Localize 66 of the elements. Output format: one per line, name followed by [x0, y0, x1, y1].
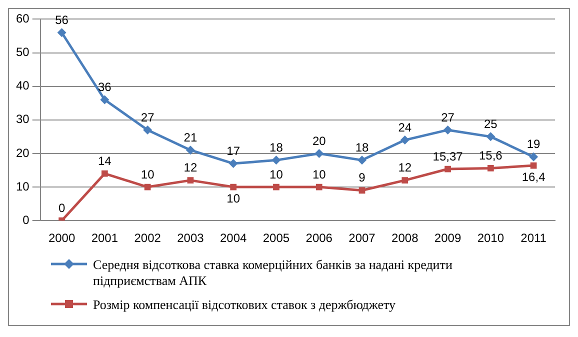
data-label: 10 — [312, 167, 326, 182]
y-tick-label: 50 — [16, 45, 30, 60]
x-tick-label: 2006 — [306, 231, 333, 246]
point — [143, 125, 152, 134]
x-tick-label: 2010 — [477, 231, 504, 246]
point — [272, 156, 281, 165]
point — [402, 177, 408, 184]
point — [187, 177, 194, 184]
point — [314, 148, 324, 158]
data-label: 10 — [140, 167, 155, 182]
point — [358, 156, 367, 165]
data-label: 10 — [270, 167, 284, 182]
data-label: 27 — [441, 110, 455, 124]
y-tick-label: 30 — [16, 112, 30, 126]
y-tick-label: 20 — [16, 146, 30, 160]
legend-label: Середня відсоткова ставка комерційних банків за надані кредити підприємствам АПК — [93, 257, 454, 289]
data-label: 17 — [226, 144, 240, 158]
point — [57, 28, 66, 38]
data-label: 36 — [98, 80, 112, 94]
point — [444, 166, 451, 172]
data-label: 25 — [484, 116, 498, 131]
data-label: 12 — [398, 160, 412, 175]
point — [228, 159, 238, 168]
x-tick-label: 2001 — [91, 231, 118, 246]
x-tick-label: 2005 — [262, 231, 290, 246]
point — [316, 184, 322, 190]
x-tick-label: 2004 — [220, 231, 248, 246]
data-label: 15,6 — [478, 148, 503, 163]
x-tick-label: 2008 — [392, 231, 419, 246]
point — [186, 146, 195, 155]
data-label: 27 — [140, 110, 155, 124]
data-label: 9 — [358, 170, 366, 185]
y-tick-label: 40 — [16, 78, 30, 93]
data-label: 56 — [55, 12, 69, 27]
point — [358, 187, 366, 194]
data-label: 16,4 — [522, 170, 546, 184]
data-label: 18 — [355, 140, 369, 154]
data-label: 21 — [184, 130, 198, 144]
point — [443, 125, 452, 134]
data-label: 19 — [526, 137, 541, 152]
y-tick-label: 60 — [16, 12, 30, 26]
point — [230, 184, 237, 190]
point — [400, 136, 410, 145]
point — [101, 170, 108, 177]
point — [100, 95, 110, 104]
y-tick-label: 10 — [16, 179, 30, 194]
data-label: 20 — [312, 134, 326, 148]
y-tick-label: 0 — [22, 212, 30, 227]
point — [487, 165, 494, 172]
x-tick-label: 2009 — [434, 231, 462, 246]
data-label: 24 — [398, 120, 412, 134]
data-label: 18 — [270, 140, 284, 154]
x-tick-label: 2003 — [177, 231, 204, 246]
x-tick-label: 2002 — [134, 231, 162, 246]
data-label: 10 — [226, 191, 240, 206]
data-label: 14 — [98, 154, 112, 168]
x-tick-label: 2000 — [48, 231, 76, 246]
point — [273, 184, 280, 190]
data-label: 12 — [184, 160, 198, 175]
x-tick-label: 2007 — [348, 231, 376, 246]
data-label: 0 — [58, 200, 66, 215]
point — [529, 152, 538, 162]
x-tick-label: 2011 — [520, 231, 547, 246]
data-label: 15,37 — [432, 149, 464, 164]
legend-label: Розмір компенсації відсоткових ставок з держбюджету — [93, 297, 396, 313]
point — [486, 132, 496, 142]
